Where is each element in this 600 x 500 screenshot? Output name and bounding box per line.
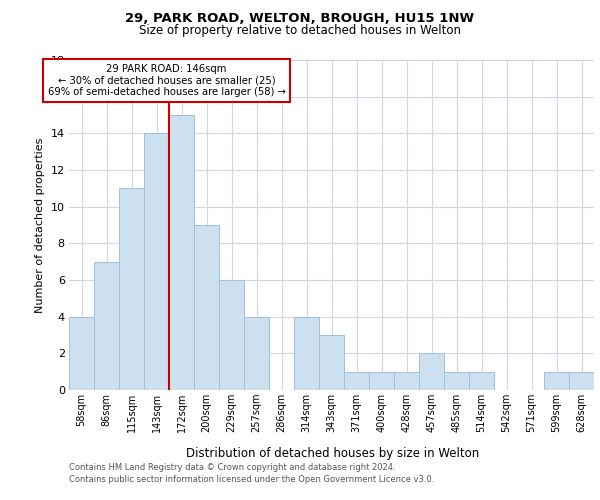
Bar [369, 372, 394, 390]
Bar [569, 372, 594, 390]
Text: Contains HM Land Registry data © Crown copyright and database right 2024.: Contains HM Land Registry data © Crown c… [69, 464, 395, 472]
Bar [119, 188, 144, 390]
Bar [194, 225, 219, 390]
Bar [169, 115, 194, 390]
Text: Size of property relative to detached houses in Welton: Size of property relative to detached ho… [139, 24, 461, 37]
Text: 29, PARK ROAD, WELTON, BROUGH, HU15 1NW: 29, PARK ROAD, WELTON, BROUGH, HU15 1NW [125, 12, 475, 26]
Bar [344, 372, 369, 390]
Bar [294, 316, 319, 390]
Text: Distribution of detached houses by size in Welton: Distribution of detached houses by size … [187, 448, 479, 460]
Bar [94, 262, 119, 390]
Bar [444, 372, 469, 390]
Bar [394, 372, 419, 390]
Bar [469, 372, 494, 390]
Y-axis label: Number of detached properties: Number of detached properties [35, 138, 45, 312]
Bar [244, 316, 269, 390]
Bar [69, 316, 94, 390]
Bar [544, 372, 569, 390]
Bar [419, 354, 444, 390]
Bar [319, 335, 344, 390]
Text: Contains public sector information licensed under the Open Government Licence v3: Contains public sector information licen… [69, 475, 434, 484]
Bar [219, 280, 244, 390]
Bar [144, 134, 169, 390]
Text: 29 PARK ROAD: 146sqm
← 30% of detached houses are smaller (25)
69% of semi-detac: 29 PARK ROAD: 146sqm ← 30% of detached h… [47, 64, 286, 97]
